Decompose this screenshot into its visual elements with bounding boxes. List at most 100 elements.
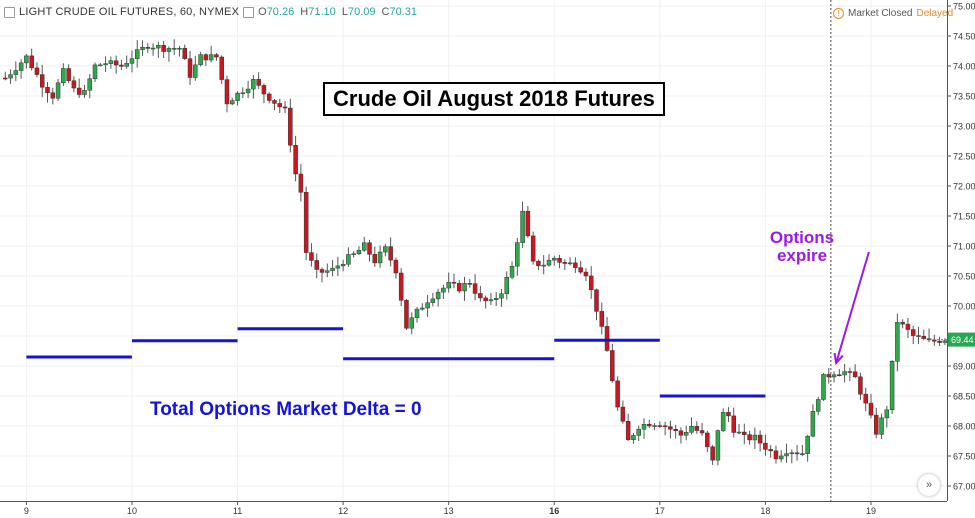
candle-body — [594, 289, 599, 312]
candle-body — [462, 283, 467, 292]
candle-body — [430, 298, 436, 303]
y-tick-label: 68.50 — [953, 392, 975, 402]
candle-body — [478, 293, 483, 299]
candle-body — [557, 258, 562, 263]
candle-body — [340, 263, 346, 267]
candle-body — [715, 430, 721, 461]
y-tick-label: 73.00 — [953, 122, 975, 132]
expand-icon[interactable] — [4, 6, 15, 18]
candle-body — [884, 409, 890, 419]
candle-body — [293, 144, 298, 175]
y-tick-label: 67.00 — [953, 482, 975, 492]
candle-body — [446, 281, 451, 289]
candle-body — [409, 317, 414, 329]
candle-body — [895, 322, 900, 362]
candle-body — [710, 446, 715, 461]
candle-body — [509, 265, 515, 278]
candle-body — [29, 55, 34, 69]
scroll-to-realtime-button[interactable]: » — [918, 474, 940, 496]
candle-body — [171, 48, 177, 50]
candle-body — [134, 49, 140, 59]
candle-body — [905, 323, 911, 330]
candle-body — [541, 264, 546, 267]
candle-body — [420, 307, 425, 310]
candle-body — [932, 339, 937, 342]
candle-body — [24, 55, 29, 64]
x-tick-label: 18 — [760, 506, 770, 516]
market-status: ! Market Closed Delayed — [833, 8, 953, 19]
close-label: C — [381, 6, 390, 18]
candle-body — [150, 47, 156, 50]
candle-body — [852, 371, 858, 378]
candle-body — [689, 426, 694, 433]
candle-body — [694, 426, 700, 431]
candle-body — [414, 308, 420, 319]
candle-body — [757, 434, 763, 444]
candle-body — [673, 429, 678, 432]
candle-body — [335, 265, 341, 269]
symbol-label: LIGHT CRUDE OIL FUTURES, 60, NYMEX — [19, 6, 240, 18]
candle-body — [588, 275, 594, 291]
candle-body — [98, 64, 103, 67]
candle-body — [13, 70, 19, 75]
candle-body — [847, 371, 853, 373]
candle-body — [794, 452, 800, 455]
delayed-label: Delayed — [916, 8, 954, 19]
y-tick-label: 71.50 — [953, 212, 975, 222]
candle-body — [583, 271, 589, 277]
candle-body — [916, 335, 921, 337]
options-expire-annotation: Options expire — [757, 229, 847, 265]
y-tick-label: 70.00 — [953, 302, 975, 312]
candle-body — [251, 79, 256, 90]
candle-body — [245, 88, 251, 94]
candle-body — [435, 291, 441, 300]
high-label: H — [300, 6, 309, 18]
candle-body — [625, 421, 631, 440]
candle-body — [525, 210, 531, 237]
y-tick-label: 69.00 — [953, 362, 975, 372]
options-expire-line1: Options — [769, 228, 835, 247]
candle-body — [678, 430, 684, 436]
settings-icon[interactable] — [243, 6, 255, 18]
candle-body — [731, 415, 736, 433]
candle-body — [520, 210, 525, 243]
candle-body — [641, 424, 647, 430]
last-price-label: 69.44 — [951, 335, 974, 345]
candle-body — [668, 426, 673, 430]
candle-body — [92, 64, 98, 80]
candle-body — [631, 435, 636, 440]
candle-body — [383, 246, 388, 253]
candle-body — [177, 47, 182, 50]
candle-body — [493, 297, 499, 300]
y-tick-label: 70.50 — [953, 272, 975, 282]
candle-body — [889, 361, 895, 411]
ohlc-readout: O70.26 H71.10 L70.09 C70.31 — [258, 6, 420, 18]
candle-body — [499, 293, 504, 299]
y-tick-label: 75.00 — [953, 2, 975, 12]
candle-body — [398, 272, 404, 301]
y-tick-label: 72.50 — [953, 152, 975, 162]
candle-body — [214, 54, 219, 58]
y-tick-label: 72.00 — [953, 182, 975, 192]
candle-body — [76, 87, 82, 95]
candle-body — [18, 62, 24, 71]
candle-body — [356, 250, 362, 254]
candle-body — [82, 89, 87, 95]
candle-body — [298, 173, 304, 193]
candle-body — [567, 262, 573, 265]
candle-body — [182, 47, 188, 59]
candle-body — [261, 85, 267, 95]
candle-body — [805, 435, 810, 454]
market-closed-label: Market Closed — [848, 8, 913, 19]
open-label: O — [258, 6, 267, 18]
candle-body — [393, 259, 399, 274]
x-tick-label: 9 — [24, 506, 29, 516]
candle-body — [615, 380, 620, 408]
candle-body — [34, 67, 40, 75]
candle-body — [45, 86, 50, 93]
candle-body — [921, 335, 927, 339]
candle-body — [810, 411, 816, 437]
candle-body — [467, 283, 473, 285]
y-tick-label: 71.00 — [953, 242, 975, 252]
candle-body — [530, 235, 536, 262]
